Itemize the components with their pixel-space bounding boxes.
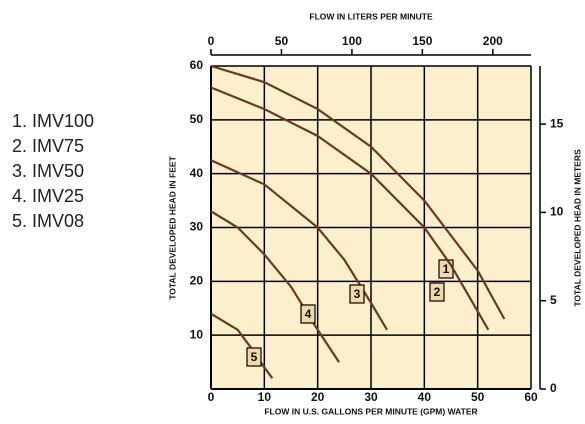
x-tick-label: 30 bbox=[364, 390, 378, 404]
x-axis-title: FLOW IN U.S. GALLONS PER MINUTE (GPM) WA… bbox=[264, 406, 477, 416]
x-tick-label: 40 bbox=[418, 390, 432, 404]
x-tick-label: 0 bbox=[208, 390, 215, 404]
legend-entry: 1. IMV100 bbox=[12, 111, 94, 131]
pump-curve bbox=[210, 64, 506, 320]
y-tick-label: 60 bbox=[190, 58, 204, 72]
x-tick-label: 20 bbox=[311, 390, 325, 404]
y-tick-label: 40 bbox=[190, 166, 204, 180]
x2-tick-label: 150 bbox=[412, 34, 432, 48]
legend-entry: 4. IMV25 bbox=[12, 186, 84, 206]
curve-label: 5 bbox=[251, 350, 258, 364]
y-tick-label: 10 bbox=[190, 327, 204, 341]
y-tick-label: 30 bbox=[190, 220, 204, 234]
curve-label-box bbox=[246, 347, 262, 367]
y2-axis-title: TOTAL DEVELOPED HEAD IN METERS bbox=[572, 149, 582, 307]
legend-entry: 5. IMV08 bbox=[12, 211, 84, 231]
curve-label-box bbox=[429, 282, 445, 302]
curve-label: 3 bbox=[354, 287, 361, 301]
x2-tick-label: 50 bbox=[275, 34, 289, 48]
y2-tick-label: 5 bbox=[550, 293, 557, 307]
x-tick-label: 50 bbox=[471, 390, 485, 404]
x2-tick-label: 200 bbox=[483, 34, 503, 48]
pump-curve bbox=[210, 86, 490, 331]
x2-tick-label: 100 bbox=[342, 34, 362, 48]
curve-label: 2 bbox=[434, 285, 441, 299]
curve-label-box bbox=[300, 304, 316, 324]
y-tick-label: 20 bbox=[190, 274, 204, 288]
x2-tick-label: 0 bbox=[208, 34, 215, 48]
y-tick-label: 50 bbox=[190, 112, 204, 126]
curve-label-box bbox=[349, 284, 365, 304]
x-tick-label: 10 bbox=[258, 390, 272, 404]
curve-label: 1 bbox=[443, 262, 450, 276]
x-tick-label: 60 bbox=[524, 390, 538, 404]
pump-curve bbox=[210, 159, 388, 331]
legend-entry: 3. IMV50 bbox=[12, 161, 84, 181]
x2-axis-title: FLOW IN LITERS PER MINUTE bbox=[309, 11, 433, 21]
y-axis-title: TOTAL DEVELOPED HEAD IN FEET bbox=[167, 155, 177, 299]
legend-entry: 2. IMV75 bbox=[12, 136, 84, 156]
y2-tick-label: 0 bbox=[550, 381, 557, 395]
curve-label: 4 bbox=[305, 307, 312, 321]
y2-tick-label: 10 bbox=[550, 205, 564, 219]
pump-curve bbox=[210, 210, 340, 363]
y2-tick-label: 15 bbox=[550, 116, 564, 130]
